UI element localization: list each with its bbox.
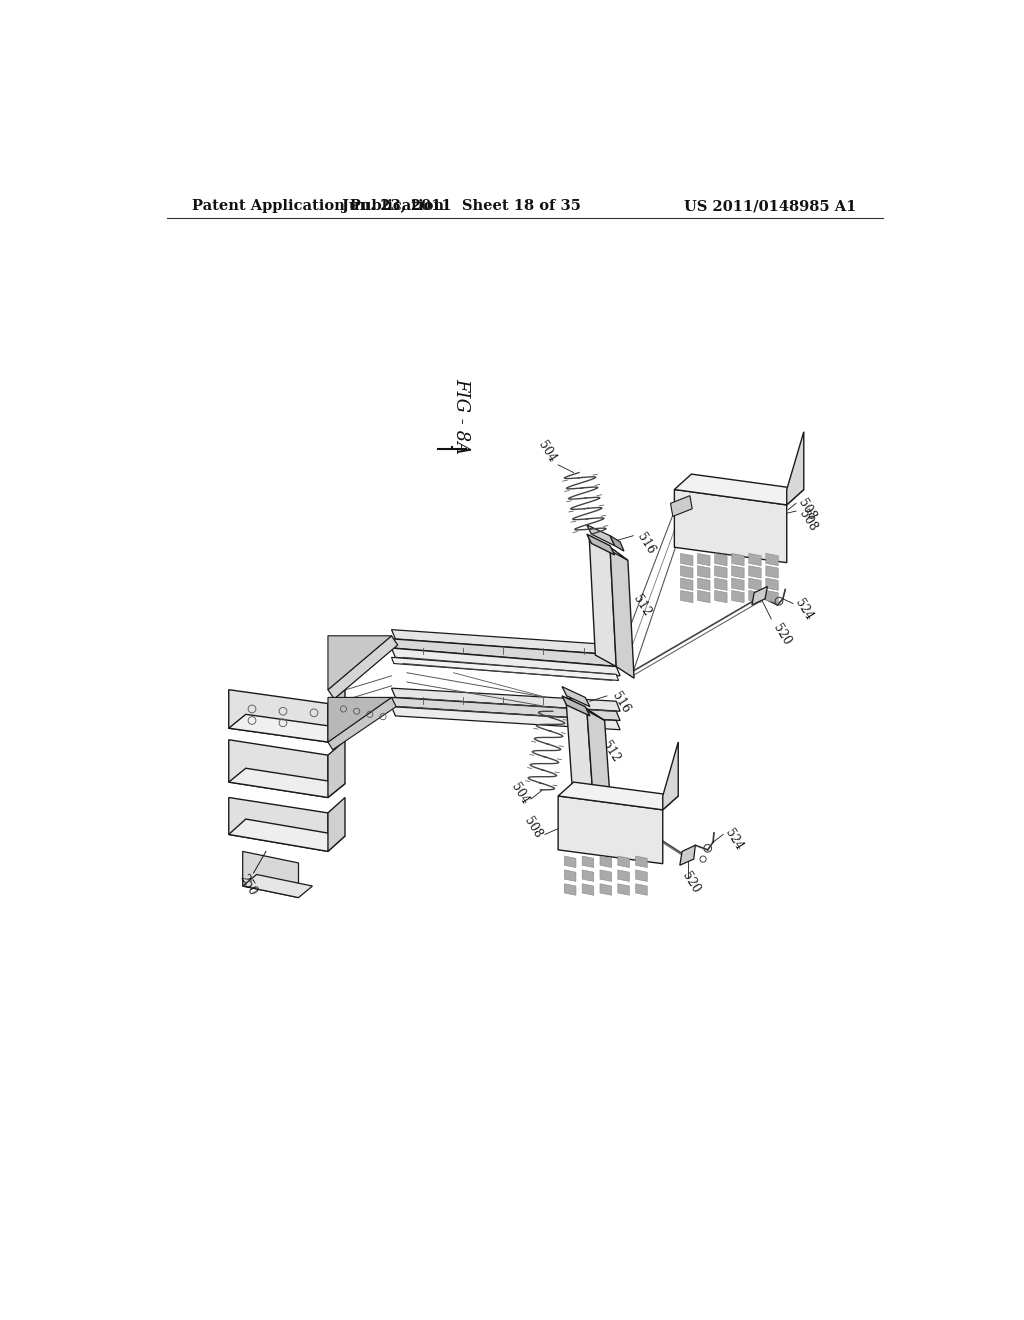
- Polygon shape: [681, 578, 693, 590]
- Polygon shape: [766, 553, 778, 566]
- Polygon shape: [228, 818, 345, 851]
- Polygon shape: [715, 566, 727, 578]
- Polygon shape: [583, 884, 594, 895]
- Polygon shape: [391, 639, 621, 667]
- Polygon shape: [732, 566, 744, 578]
- Polygon shape: [786, 432, 804, 506]
- Polygon shape: [671, 496, 692, 516]
- Polygon shape: [749, 566, 761, 578]
- Polygon shape: [749, 578, 761, 590]
- Polygon shape: [328, 636, 391, 689]
- Text: US 2011/0148985 A1: US 2011/0148985 A1: [684, 199, 856, 213]
- Polygon shape: [681, 566, 693, 578]
- Polygon shape: [589, 536, 616, 667]
- Polygon shape: [566, 697, 593, 797]
- Polygon shape: [600, 884, 611, 895]
- Text: 508: 508: [521, 816, 545, 841]
- Polygon shape: [697, 553, 710, 566]
- Polygon shape: [617, 884, 630, 895]
- Polygon shape: [228, 739, 328, 797]
- Polygon shape: [617, 870, 630, 882]
- Polygon shape: [732, 553, 744, 566]
- Polygon shape: [697, 578, 710, 590]
- Polygon shape: [766, 578, 778, 590]
- Polygon shape: [636, 870, 647, 882]
- Polygon shape: [587, 709, 611, 809]
- Polygon shape: [228, 689, 328, 742]
- Text: 512: 512: [631, 593, 653, 618]
- Polygon shape: [587, 535, 614, 554]
- Polygon shape: [583, 870, 594, 882]
- Polygon shape: [564, 855, 575, 867]
- Text: FIG - 8A: FIG - 8A: [452, 379, 470, 454]
- Polygon shape: [610, 548, 634, 678]
- Polygon shape: [681, 590, 693, 603]
- Polygon shape: [749, 590, 761, 603]
- Polygon shape: [766, 566, 778, 578]
- Text: 516: 516: [634, 531, 656, 557]
- Polygon shape: [328, 636, 397, 700]
- Polygon shape: [732, 578, 744, 590]
- Polygon shape: [391, 630, 621, 655]
- Polygon shape: [243, 874, 312, 898]
- Text: Patent Application Publication: Patent Application Publication: [191, 199, 443, 213]
- Polygon shape: [391, 688, 621, 711]
- Polygon shape: [243, 851, 299, 898]
- Text: 524: 524: [722, 826, 745, 853]
- Polygon shape: [328, 797, 345, 851]
- Polygon shape: [564, 884, 575, 895]
- Polygon shape: [732, 590, 744, 603]
- Polygon shape: [564, 870, 575, 882]
- Text: 504: 504: [508, 781, 531, 807]
- Polygon shape: [583, 855, 594, 867]
- Polygon shape: [562, 696, 590, 715]
- Polygon shape: [766, 590, 778, 603]
- Polygon shape: [328, 741, 345, 797]
- Polygon shape: [589, 536, 628, 560]
- Polygon shape: [752, 586, 767, 605]
- Polygon shape: [610, 536, 624, 552]
- Polygon shape: [663, 742, 678, 810]
- Polygon shape: [675, 474, 804, 506]
- Polygon shape: [328, 697, 391, 742]
- Polygon shape: [391, 648, 621, 676]
- Polygon shape: [328, 689, 345, 742]
- Polygon shape: [600, 870, 611, 882]
- Text: 524: 524: [793, 597, 815, 623]
- Polygon shape: [697, 590, 710, 603]
- Polygon shape: [228, 768, 345, 797]
- Polygon shape: [617, 855, 630, 867]
- Polygon shape: [391, 706, 621, 730]
- Text: 508: 508: [796, 496, 818, 523]
- Polygon shape: [558, 781, 678, 810]
- Polygon shape: [566, 697, 604, 721]
- Polygon shape: [636, 855, 647, 867]
- Polygon shape: [675, 490, 786, 562]
- Polygon shape: [328, 697, 396, 750]
- Polygon shape: [228, 797, 328, 851]
- Polygon shape: [749, 553, 761, 566]
- Polygon shape: [558, 796, 663, 863]
- Polygon shape: [680, 845, 695, 866]
- Text: 520: 520: [770, 622, 794, 647]
- Text: 250: 250: [237, 871, 259, 898]
- Polygon shape: [587, 525, 614, 545]
- Text: 512: 512: [600, 739, 623, 764]
- Text: 516: 516: [609, 689, 632, 715]
- Polygon shape: [391, 697, 621, 721]
- Polygon shape: [636, 884, 647, 895]
- Polygon shape: [228, 714, 345, 742]
- Text: 520: 520: [679, 870, 702, 895]
- Polygon shape: [715, 590, 727, 603]
- Text: 508: 508: [797, 508, 819, 533]
- Polygon shape: [697, 566, 710, 578]
- Polygon shape: [562, 686, 590, 706]
- Polygon shape: [600, 855, 611, 867]
- Polygon shape: [715, 578, 727, 590]
- Text: Jun. 23, 2011  Sheet 18 of 35: Jun. 23, 2011 Sheet 18 of 35: [342, 199, 581, 213]
- Polygon shape: [715, 553, 727, 566]
- Polygon shape: [391, 657, 618, 681]
- Text: 504: 504: [536, 438, 558, 465]
- Polygon shape: [681, 553, 693, 566]
